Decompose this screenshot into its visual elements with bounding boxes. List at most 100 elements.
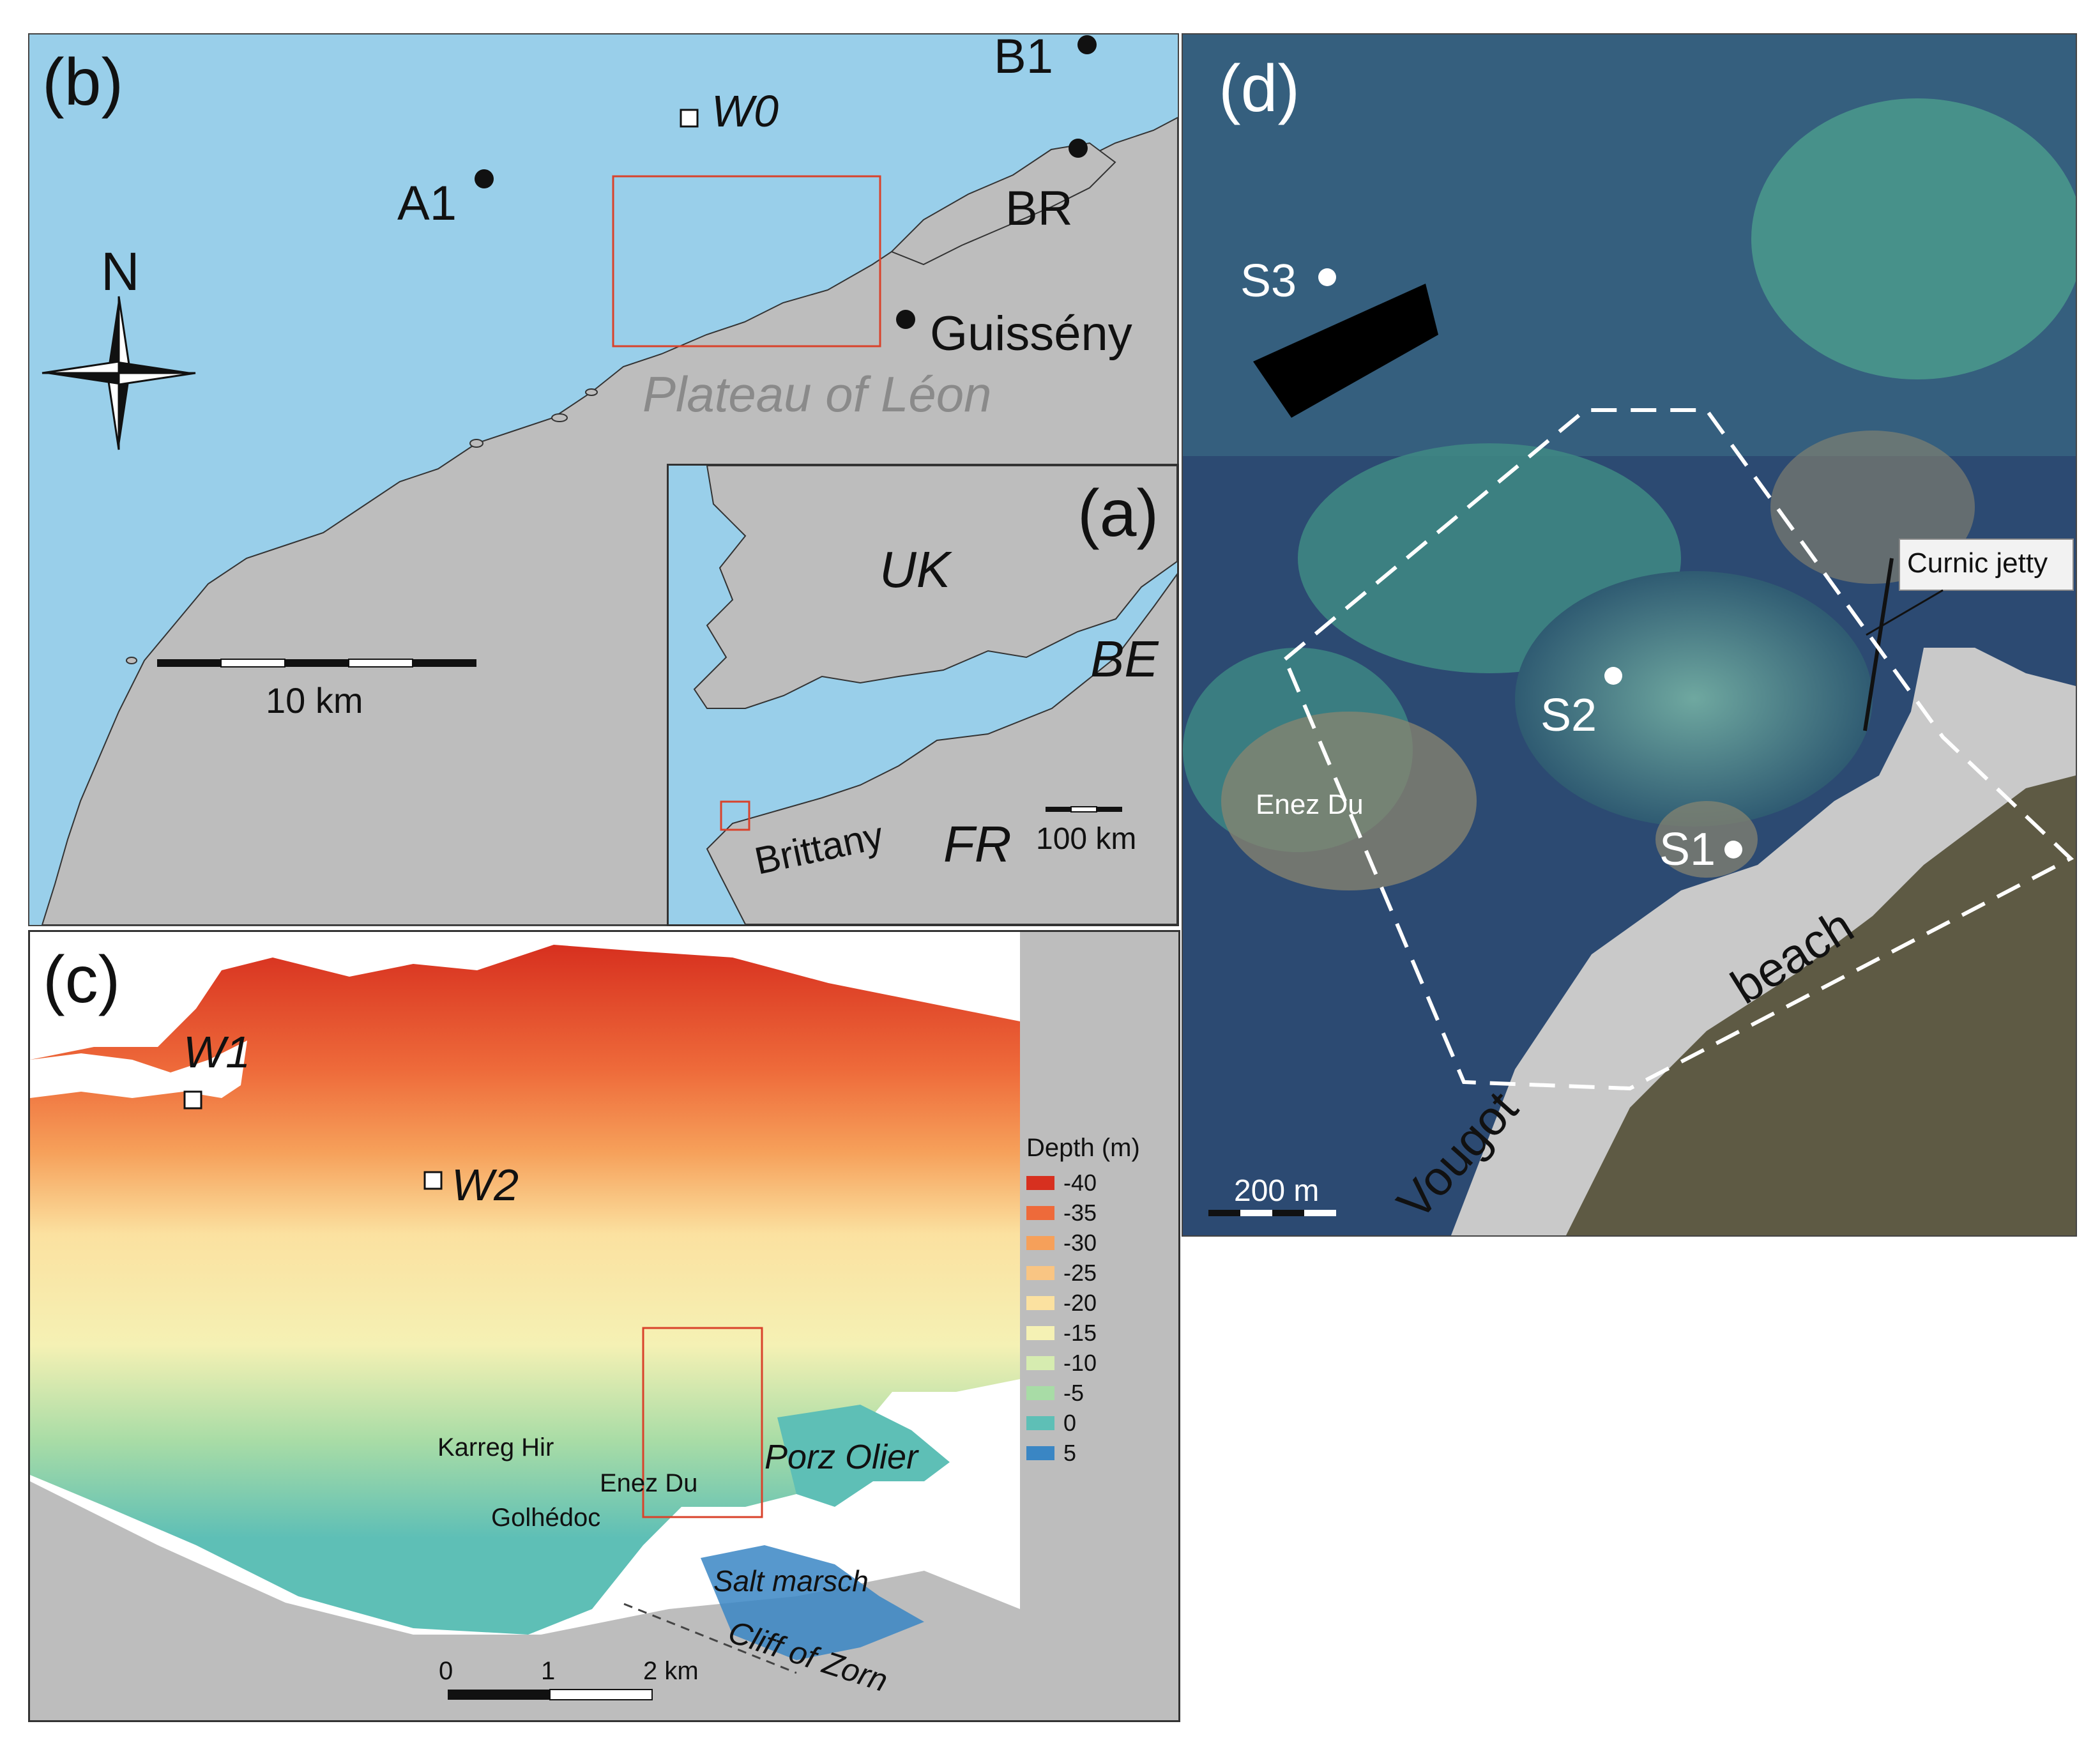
station-w2-marker xyxy=(423,1171,443,1190)
depth-legend-swatch xyxy=(1026,1235,1054,1250)
curnic-jetty-callout xyxy=(1899,538,2074,591)
depth-legend-swatch xyxy=(1026,1265,1054,1280)
salt-marsh-label: Salt marsch xyxy=(713,1564,869,1598)
station-w0-label: W0 xyxy=(711,86,779,136)
study-area-frame xyxy=(720,800,750,831)
panel-a-inset-map: (a) UK BE FR Brittany 100 km xyxy=(667,464,1179,926)
plateau-leon-label: Plateau of Léon xyxy=(643,366,991,422)
depth-legend-label: 0 xyxy=(1063,1409,1077,1436)
be-label: BE xyxy=(1090,630,1159,687)
bathymetry-surface xyxy=(30,945,1020,1635)
station-s3-marker xyxy=(1318,268,1336,286)
depth-legend-swatch xyxy=(1026,1295,1054,1310)
station-s2-label: S2 xyxy=(1541,690,1597,741)
land-south xyxy=(30,1481,1020,1720)
depth-legend-label: -15 xyxy=(1063,1319,1097,1346)
scale-bar-label: 10 km xyxy=(266,680,363,721)
station-w1-label: W1 xyxy=(183,1027,250,1077)
guisseny-marker xyxy=(896,310,915,329)
depth-legend-swatch xyxy=(1026,1205,1054,1220)
station-br-marker xyxy=(1069,139,1088,158)
scale-bar-200m xyxy=(1208,1210,1336,1216)
depth-legend-label: -10 xyxy=(1063,1349,1097,1376)
station-w0-marker xyxy=(680,109,699,128)
island xyxy=(551,413,568,422)
depth-legend-label: -20 xyxy=(1063,1289,1097,1316)
uk-land xyxy=(693,466,1177,709)
rock-outcrop xyxy=(1655,801,1758,878)
callout-pointer xyxy=(1866,589,1944,636)
scale-bar-10km xyxy=(157,659,476,668)
depth-legend-item: -10 xyxy=(1026,1348,1173,1378)
scale-bar-200m-label: 200 m xyxy=(1234,1174,1319,1208)
dark-feature xyxy=(1253,284,1438,418)
salt-marsh-area xyxy=(701,1545,924,1660)
enez-du-label: Enez Du xyxy=(600,1469,697,1497)
depth-legend-swatch xyxy=(1026,1416,1054,1430)
station-w1-marker xyxy=(183,1090,202,1110)
depth-legend-label: -40 xyxy=(1063,1169,1097,1196)
station-b1-marker xyxy=(1077,35,1097,54)
porz-olier-inlet xyxy=(777,1405,950,1507)
scale-bar-100km xyxy=(1046,806,1122,813)
scale-tick-1: 1 xyxy=(541,1657,555,1685)
station-a1-marker xyxy=(475,169,494,188)
golhedoc-label: Golhédoc xyxy=(491,1504,600,1532)
depth-legend-label: 5 xyxy=(1063,1439,1077,1466)
depth-legend-item: -35 xyxy=(1026,1198,1173,1228)
depth-legend-item: -20 xyxy=(1026,1288,1173,1318)
station-s3-label: S3 xyxy=(1240,256,1297,307)
depth-legend-item: -40 xyxy=(1026,1168,1173,1198)
panel-a-svg: (a) UK BE FR Brittany 100 km xyxy=(669,466,1177,924)
island xyxy=(126,657,137,664)
scale-bar-2km xyxy=(448,1689,653,1700)
depth-legend-label: -25 xyxy=(1063,1259,1097,1286)
depth-legend-item: -25 xyxy=(1026,1258,1173,1288)
study-area-dashed-box xyxy=(1282,408,2074,1091)
panel-d-label: (d) xyxy=(1219,52,1300,126)
depth-legend-item: -5 xyxy=(1026,1378,1173,1408)
curnic-jetty-label: Curnic jetty xyxy=(1907,547,2048,579)
depth-legend-rows: -40 -35 -30 -25 -20 -15 -10 -5 0 5 xyxy=(1026,1168,1173,1468)
scale-tick-0: 0 xyxy=(439,1657,453,1685)
station-a1-label: A1 xyxy=(397,176,457,231)
curnic-jetty xyxy=(1863,558,1894,731)
porz-olier-label: Porz Olier xyxy=(765,1438,919,1476)
depth-legend-label: -35 xyxy=(1063,1199,1097,1226)
depth-legend-label: -5 xyxy=(1063,1379,1084,1406)
depth-legend-item: 0 xyxy=(1026,1408,1173,1438)
study-area-frame xyxy=(612,175,881,347)
peninsula-land xyxy=(890,142,1116,266)
panel-c-bathymetry-map: (c) W1 W2 Karreg Hir Golhédoc Enez Du Po… xyxy=(28,930,1180,1722)
vegetated-land xyxy=(1566,775,2076,1235)
depth-legend-swatch xyxy=(1026,1385,1054,1400)
enez-du-island xyxy=(1221,712,1477,890)
panel-d-svg: (d) S3 S2 S1 Enez Du Vougot beach Curnic… xyxy=(1183,34,2076,1235)
panel-b-label: (b) xyxy=(42,45,123,119)
scale-tick-2: 2 km xyxy=(643,1657,699,1685)
station-b1-label: B1 xyxy=(994,34,1053,84)
panel-d-aerial-map: (d) S3 S2 S1 Enez Du Vougot beach Curnic… xyxy=(1182,33,2077,1237)
station-s1-label: S1 xyxy=(1659,824,1716,875)
uk-label: UK xyxy=(879,541,953,598)
scale-bar-100km-label: 100 km xyxy=(1036,822,1136,856)
station-s2-marker xyxy=(1604,667,1622,685)
depth-legend-item: -15 xyxy=(1026,1318,1173,1348)
panel-c-svg: (c) W1 W2 Karreg Hir Golhédoc Enez Du Po… xyxy=(30,932,1178,1720)
depth-legend-item: -30 xyxy=(1026,1228,1173,1258)
depth-legend-swatch xyxy=(1026,1175,1054,1190)
cliff-line xyxy=(623,1603,797,1674)
depth-legend-swatch xyxy=(1026,1355,1054,1370)
depth-legend-item: 5 xyxy=(1026,1438,1173,1468)
guisseny-label: Guissény xyxy=(930,307,1132,361)
depth-legend-swatch xyxy=(1026,1325,1054,1340)
depth-legend: Depth (m) -40 -35 -30 -25 -20 -15 -10 -5 0 5 xyxy=(1026,1134,1173,1468)
france-land xyxy=(706,573,1177,924)
shallow-water xyxy=(1751,98,2076,379)
station-w2-label: W2 xyxy=(452,1160,519,1210)
shoal xyxy=(1515,571,1873,827)
island xyxy=(469,439,483,448)
nodata-area xyxy=(30,1041,247,1098)
north-arrow-icon xyxy=(42,296,196,450)
depth-legend-title: Depth (m) xyxy=(1026,1134,1140,1162)
